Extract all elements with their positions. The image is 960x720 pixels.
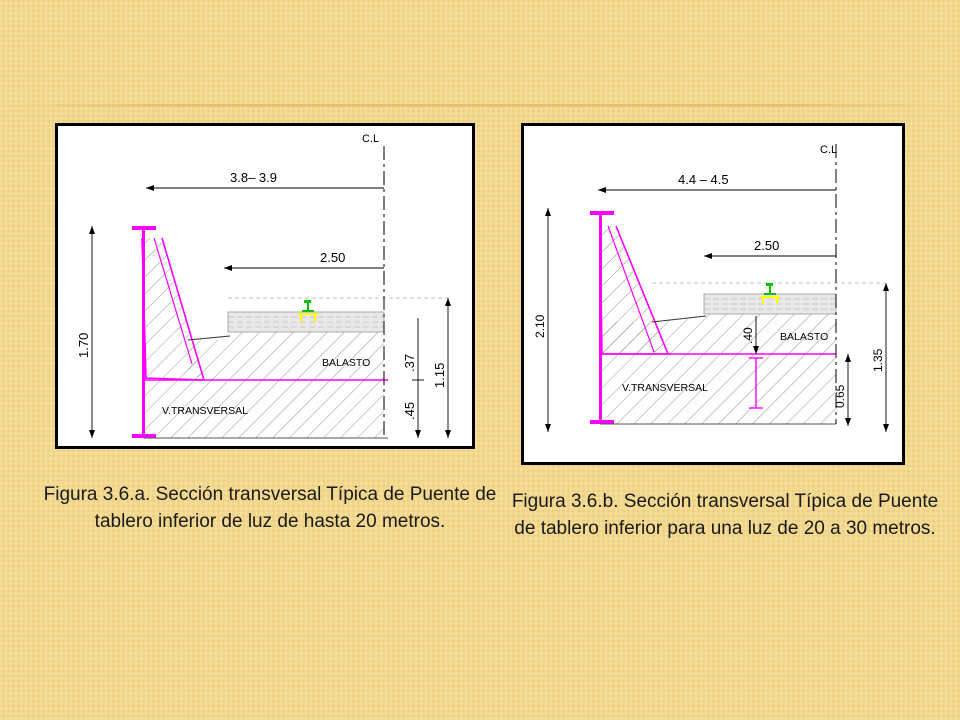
beam-label: V.TRANSVERSAL (162, 405, 248, 417)
figure-a-drawing: C.L 3.8– 3.9 2.50 1.70 .37 .45 1.15 BALA… (76, 133, 451, 439)
rail-icon (760, 283, 780, 304)
girder-wall-hatch (600, 226, 668, 354)
transverse-beam-hatch (144, 380, 384, 438)
dim-total-label: 1.35 (871, 348, 885, 372)
dim-height-label: 1.70 (76, 333, 91, 358)
girder-top-flange (132, 226, 156, 230)
caption-figure-b: Figura 3.6.b. Sección transversal Típica… (511, 491, 939, 539)
dim-ballast-label: .40 (741, 327, 755, 344)
dim-beam-label: .45 (402, 402, 417, 420)
dim-track-label: 2.50 (754, 238, 779, 253)
decorative-rule (0, 104, 960, 107)
girder-top-flange (590, 211, 614, 215)
dim-ballast-label: .37 (402, 354, 417, 372)
dim-height-label: 2.10 (533, 314, 547, 338)
centerline-label: C.L (362, 133, 379, 145)
ballast-hatch (144, 318, 384, 380)
girder-web (599, 215, 602, 424)
dim-total-label: 1.15 (432, 363, 447, 388)
caption-figure-a: Figura 3.6.a. Sección transversal Típica… (43, 484, 497, 532)
dim-beam-label: 0.65 (833, 384, 847, 408)
girder-wall-hatch (142, 238, 204, 380)
dim-width-label: 4.4 – 4.5 (678, 172, 729, 187)
figure-b-cross-section: C.L 4.4 – 4.5 2.50 2.10 .40 0.65 1.35 BA… (521, 123, 905, 465)
centerline-label: C.L (820, 144, 837, 156)
figure-a-cross-section: C.L 3.8– 3.9 2.50 1.70 .37 .45 1.15 BALA… (55, 123, 475, 449)
ballast-label: BALASTO (322, 357, 370, 369)
ballast-label: BALASTO (780, 331, 828, 343)
beam-label: V.TRANSVERSAL (622, 382, 708, 394)
transverse-beam-hatch (600, 354, 836, 424)
girder-bottom-flange (590, 420, 614, 424)
figure-b-drawing: C.L 4.4 – 4.5 2.50 2.10 .40 0.65 1.35 BA… (533, 144, 889, 432)
dim-track-label: 2.50 (320, 250, 345, 265)
girder-bottom-flange (132, 434, 156, 438)
dim-width-label: 3.8– 3.9 (230, 170, 277, 185)
girder-web (142, 230, 145, 438)
rail-icon (298, 300, 318, 322)
